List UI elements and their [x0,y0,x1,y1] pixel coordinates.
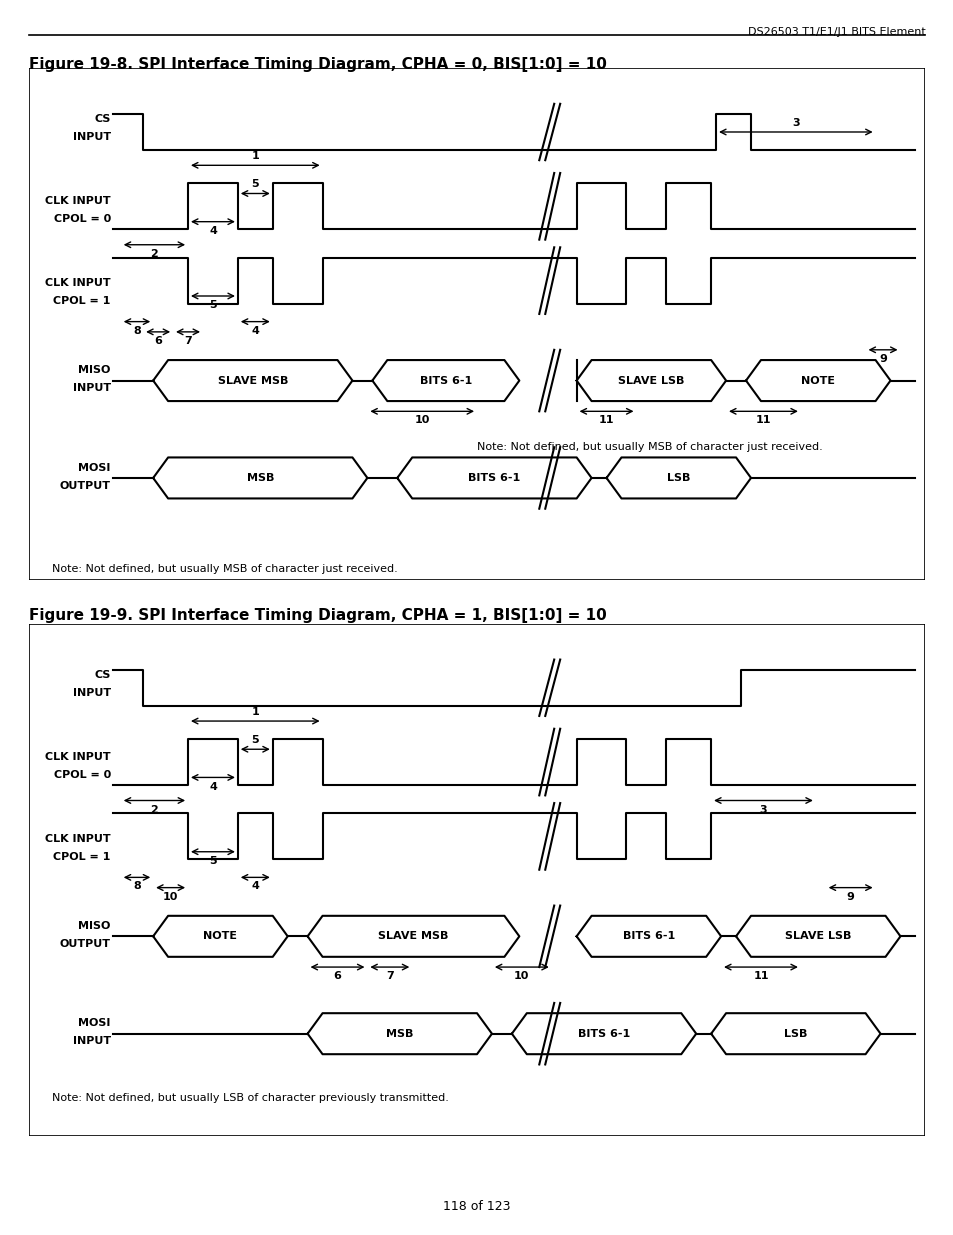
Text: 5: 5 [252,179,259,189]
Text: MSB: MSB [386,1029,413,1039]
Text: DS26503 T1/E1/J1 BITS Element: DS26503 T1/E1/J1 BITS Element [747,27,924,37]
Text: LSB: LSB [783,1029,806,1039]
Text: NOTE: NOTE [801,375,835,385]
Text: BITS 6-1: BITS 6-1 [578,1029,630,1039]
Text: MSB: MSB [246,473,274,483]
Text: OUTPUT: OUTPUT [60,480,111,490]
Text: 2: 2 [151,804,158,815]
Text: Note: Not defined, but usually LSB of character previously transmitted.: Note: Not defined, but usually LSB of ch… [52,1093,449,1103]
Text: 11: 11 [753,971,768,981]
Text: INPUT: INPUT [72,688,111,698]
Text: 118 of 123: 118 of 123 [443,1199,510,1213]
Text: 6: 6 [334,971,341,981]
Text: MOSI: MOSI [78,1019,111,1029]
Text: 10: 10 [163,892,178,902]
Text: 8: 8 [133,882,141,892]
Text: CLK INPUT: CLK INPUT [45,278,111,288]
Text: Note: Not defined, but usually MSB of character just received.: Note: Not defined, but usually MSB of ch… [52,564,397,574]
Text: Note: Not defined, but usually MSB of character just received.: Note: Not defined, but usually MSB of ch… [476,442,821,452]
FancyBboxPatch shape [29,68,924,580]
Text: 9: 9 [846,892,854,902]
Text: 5: 5 [252,735,259,745]
Text: LSB: LSB [666,473,690,483]
Text: 11: 11 [598,415,614,425]
Text: 11: 11 [755,415,770,425]
Text: 8: 8 [133,326,141,336]
Text: MISO: MISO [78,366,111,375]
Text: 7: 7 [386,971,394,981]
Text: NOTE: NOTE [203,931,237,941]
Text: SLAVE LSB: SLAVE LSB [784,931,851,941]
Text: 4: 4 [251,882,259,892]
Text: 5: 5 [209,300,216,310]
Text: 1: 1 [252,706,259,718]
Text: CLK INPUT: CLK INPUT [45,834,111,844]
Text: BITS 6-1: BITS 6-1 [622,931,675,941]
Text: CPOL = 0: CPOL = 0 [53,214,111,224]
Text: MOSI: MOSI [78,463,111,473]
Text: 10: 10 [514,971,529,981]
Text: 3: 3 [759,804,766,815]
Text: 9: 9 [878,354,886,364]
Text: CS: CS [94,669,111,680]
Text: 4: 4 [251,326,259,336]
Text: 2: 2 [151,248,158,259]
Text: BITS 6-1: BITS 6-1 [419,375,472,385]
Text: INPUT: INPUT [72,1036,111,1046]
Text: SLAVE MSB: SLAVE MSB [378,931,448,941]
Text: SLAVE LSB: SLAVE LSB [618,375,684,385]
Text: CPOL = 0: CPOL = 0 [53,769,111,779]
Text: 1: 1 [252,151,259,162]
Text: 5: 5 [209,856,216,866]
Text: SLAVE MSB: SLAVE MSB [217,375,288,385]
Text: CPOL = 1: CPOL = 1 [53,296,111,306]
Text: CPOL = 1: CPOL = 1 [53,852,111,862]
FancyBboxPatch shape [29,624,924,1136]
Text: INPUT: INPUT [72,132,111,142]
Text: CLK INPUT: CLK INPUT [45,196,111,206]
Text: 7: 7 [184,336,192,346]
Text: 3: 3 [791,117,799,128]
Text: 6: 6 [154,336,162,346]
Text: MISO: MISO [78,921,111,931]
Text: Figure 19-8. SPI Interface Timing Diagram, CPHA = 0, BIS[1:0] = 10: Figure 19-8. SPI Interface Timing Diagra… [29,57,606,72]
Text: Figure 19-9. SPI Interface Timing Diagram, CPHA = 1, BIS[1:0] = 10: Figure 19-9. SPI Interface Timing Diagra… [29,608,606,622]
Text: 4: 4 [209,226,216,236]
Text: BITS 6-1: BITS 6-1 [468,473,520,483]
Text: CS: CS [94,114,111,125]
Text: 4: 4 [209,782,216,792]
Text: 10: 10 [414,415,430,425]
Text: CLK INPUT: CLK INPUT [45,752,111,762]
Text: INPUT: INPUT [72,383,111,393]
Text: OUTPUT: OUTPUT [60,939,111,948]
